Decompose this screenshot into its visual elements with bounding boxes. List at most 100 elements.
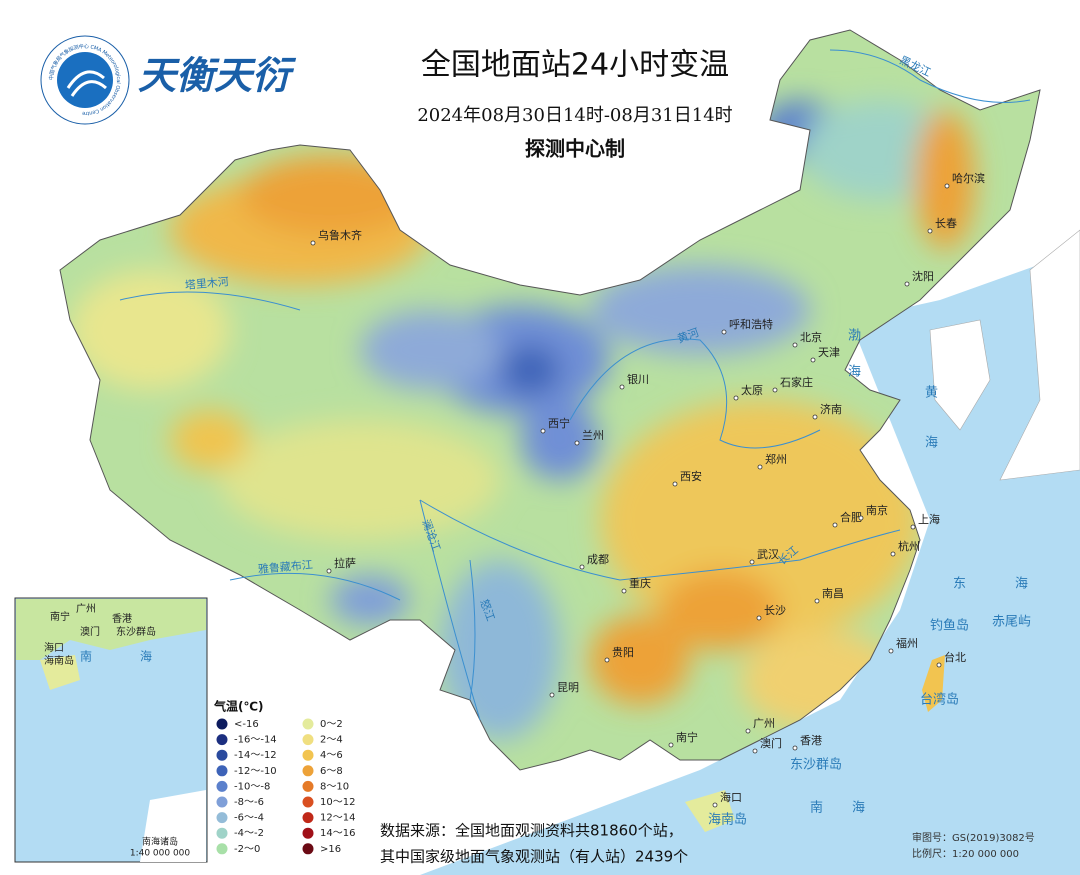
river-label: 塔里木河 <box>184 275 229 292</box>
legend-swatch <box>302 780 314 792</box>
city-dot <box>927 228 933 234</box>
city-label: 西安 <box>680 469 702 483</box>
legend-swatch <box>216 718 228 730</box>
source-line2: 其中国家级地面气象观测站（有人站）2439个 <box>380 848 688 866</box>
city-dot <box>936 662 942 668</box>
approval: 审图号：GS(2019)3082号 <box>912 831 1035 844</box>
logo: 中国气象局气象探测中心 CMA Meteorological Observati… <box>40 35 297 125</box>
city-dot <box>756 615 762 621</box>
city-label: 合肥 <box>840 510 862 524</box>
city-label: 香港 <box>800 734 822 747</box>
field-blobs <box>70 100 975 740</box>
inset-label: 香港 <box>112 613 132 625</box>
city-label: 贵阳 <box>612 646 634 659</box>
sea-label: 海 <box>848 365 861 380</box>
river-label: 雅鲁藏布江 <box>257 557 313 576</box>
city-dot <box>749 559 755 565</box>
inset-label: 南 <box>80 649 92 664</box>
legend-swatch <box>302 827 314 839</box>
city-label: 哈尔滨 <box>952 171 985 185</box>
city-label: 长春 <box>935 217 957 230</box>
city-dot <box>619 384 625 390</box>
legend-swatch <box>216 827 228 839</box>
legend: 气温(℃) <-16 -16～-14 -14～-12 -12～-10 -10～-8 -8～… <box>213 699 355 855</box>
city-label: 拉萨 <box>334 556 356 570</box>
legend-label: >16 <box>320 844 341 855</box>
sea <box>420 250 1080 875</box>
city-label: 杭州 <box>898 539 920 553</box>
legend-label: -12～-10 <box>234 766 277 777</box>
legend-swatch <box>216 796 228 808</box>
city-dot <box>792 342 798 348</box>
source-line1: 数据来源：全国地面观测资料共81860个站， <box>380 822 683 840</box>
legend-swatch <box>216 765 228 777</box>
logo-core <box>57 52 113 108</box>
sea-label: 赤尾屿 <box>992 615 1031 630</box>
inset-label: 海口 <box>44 641 64 654</box>
inset-label: 海 <box>140 649 152 664</box>
sea-label: 海南岛 <box>708 812 747 828</box>
legend-swatch <box>216 812 228 824</box>
city-dot <box>814 598 820 604</box>
inset-scale: 1:40 000 000 <box>130 849 191 859</box>
legend-label: 4～6 <box>320 750 343 761</box>
city-label: 兰州 <box>582 429 604 442</box>
city-dot <box>668 742 674 748</box>
city-dot <box>757 464 763 470</box>
sea-label: 海 <box>852 801 865 816</box>
city-label: 广州 <box>753 717 775 730</box>
inset-land <box>16 599 206 660</box>
city-label: 成都 <box>587 553 609 566</box>
city-label: 昆明 <box>557 681 579 694</box>
legend-label: 12～14 <box>320 813 355 824</box>
legend-swatch <box>302 718 314 730</box>
inset-label: 南宁 <box>50 610 70 623</box>
sea-label: 渤 <box>848 328 861 344</box>
legend-swatch <box>216 734 228 746</box>
city-label: 乌鲁木齐 <box>318 228 362 242</box>
legend-swatch <box>302 796 314 808</box>
city-label: 海口 <box>720 790 742 804</box>
city-label: 济南 <box>820 402 842 416</box>
river-lines <box>119 49 1031 721</box>
city-dot <box>832 522 838 528</box>
sea-label: 台湾岛 <box>920 692 959 708</box>
city-label: 重庆 <box>629 576 651 590</box>
legend-swatch <box>302 734 314 746</box>
inset-label: 海南岛 <box>44 654 74 667</box>
title: 全国地面站24小时变温 <box>421 48 729 83</box>
city-dot <box>310 240 316 246</box>
city-label: 沈阳 <box>912 269 934 283</box>
city-dot <box>721 329 727 335</box>
city-label: 武汉 <box>757 548 779 561</box>
city-dot <box>890 551 896 557</box>
sea-label: 黄 <box>925 386 938 401</box>
city-label: 天津 <box>818 346 840 359</box>
city-dot <box>810 357 816 363</box>
legend-swatch <box>302 843 314 855</box>
map-scale: 比例尺：1:20 000 000 <box>912 847 1019 860</box>
city-label: 台北 <box>944 650 966 664</box>
sea-label: 东沙群岛 <box>790 757 842 773</box>
legend-label: -14～-12 <box>234 750 277 761</box>
legend-label: -16～-14 <box>234 735 277 746</box>
city-label: 太原 <box>741 384 763 397</box>
sea-label: 钓鱼岛 <box>930 618 969 634</box>
city-label: 南京 <box>866 503 888 517</box>
city-dot <box>812 414 818 420</box>
inset-label: 澳门 <box>80 625 100 638</box>
city-dot <box>733 395 739 401</box>
logo-waves <box>66 70 107 97</box>
sea-label: 海 <box>1015 577 1028 592</box>
city-label: 南宁 <box>676 730 698 744</box>
sea-label: 海 <box>925 436 938 451</box>
logo-text: 天衡天衍 <box>138 54 297 98</box>
legend-label: -8～-6 <box>234 797 264 808</box>
city-label: 呼和浩特 <box>729 317 773 331</box>
inset-label: 东沙群岛 <box>116 625 156 638</box>
city-dot <box>326 568 332 574</box>
city-label: 南昌 <box>822 587 844 600</box>
inset-land-south <box>140 790 206 862</box>
city-dot <box>888 648 894 654</box>
